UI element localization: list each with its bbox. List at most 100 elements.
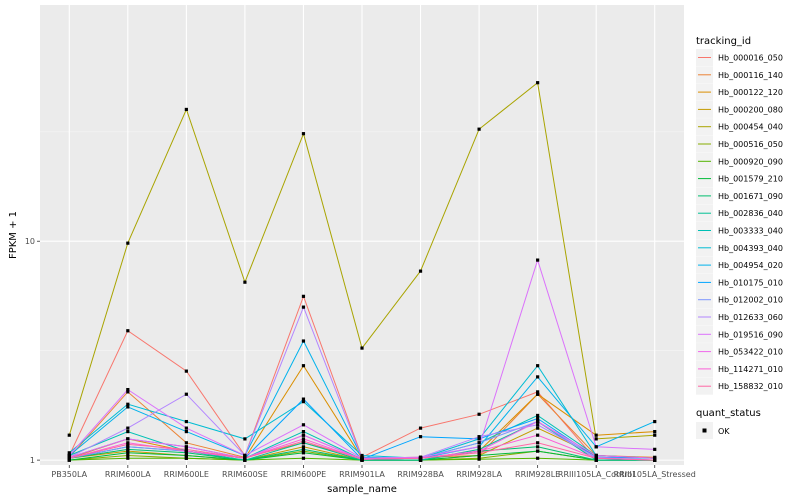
data-point xyxy=(536,364,540,368)
data-point xyxy=(126,390,130,394)
data-point xyxy=(126,445,130,449)
data-point xyxy=(301,451,306,455)
data-point xyxy=(184,426,188,430)
legend-label: Hb_053422_010 xyxy=(718,348,783,357)
data-point xyxy=(418,269,423,273)
x-tick-label: RRIM600LA xyxy=(105,470,151,479)
data-point xyxy=(653,419,657,424)
data-point xyxy=(477,457,481,461)
data-point xyxy=(653,456,657,460)
data-point xyxy=(126,453,130,458)
legend-label: Hb_158832_010 xyxy=(718,382,783,391)
data-point xyxy=(653,458,657,462)
x-tick-label: RRIM928BA xyxy=(397,470,444,479)
data-point xyxy=(301,339,306,343)
data-point xyxy=(477,441,481,445)
data-point xyxy=(536,423,540,427)
data-point xyxy=(301,449,306,453)
axis-layer: 1 10 PB350LA RRIM600LA RRIM600LE RRIM600SE RRI… xyxy=(25,237,696,479)
data-point xyxy=(126,329,130,333)
data-point xyxy=(301,400,306,404)
data-point xyxy=(418,456,423,460)
data-point xyxy=(301,437,306,441)
data-point xyxy=(243,458,247,462)
data-point xyxy=(594,437,598,441)
legend-label: Hb_000122_120 xyxy=(718,88,783,97)
x-tick-label: RRIM600LE xyxy=(164,470,209,479)
data-point xyxy=(301,456,306,460)
y-tick-label: 10 xyxy=(25,237,35,246)
x-tick-label: RRIM600SE xyxy=(222,470,268,479)
data-point xyxy=(477,127,481,131)
x-tick-label: RRIM901LA xyxy=(339,470,385,479)
data-point xyxy=(184,447,188,451)
data-point xyxy=(67,433,71,437)
data-point xyxy=(536,445,540,449)
x-tick-label: RRIM928LA xyxy=(456,470,502,479)
data-point xyxy=(360,453,364,458)
data-point xyxy=(536,456,540,460)
legend-label: Hb_012633_060 xyxy=(718,313,783,322)
data-point xyxy=(536,426,540,430)
quant-legend-point xyxy=(702,428,707,433)
data-point xyxy=(536,419,540,424)
data-point xyxy=(184,445,188,449)
data-point xyxy=(536,441,540,445)
data-point xyxy=(536,375,540,379)
data-point xyxy=(184,449,188,453)
data-point xyxy=(243,456,247,460)
legend-label: Hb_000516_050 xyxy=(718,140,783,149)
data-point xyxy=(477,445,481,449)
data-point xyxy=(184,456,188,460)
data-point xyxy=(67,453,71,458)
quant-legend-label: OK xyxy=(718,427,730,436)
data-point xyxy=(184,107,188,112)
data-point xyxy=(126,405,130,409)
data-point xyxy=(301,445,306,449)
x-tick-label: PB350LA xyxy=(51,470,87,479)
data-point xyxy=(536,81,540,85)
data-point xyxy=(184,441,188,445)
data-point xyxy=(418,426,423,430)
data-point xyxy=(126,442,130,446)
data-point xyxy=(126,451,130,455)
data-point xyxy=(184,369,188,373)
legend-label: Hb_002836_040 xyxy=(718,209,783,218)
legend-label: Hb_001671_090 xyxy=(718,192,783,201)
data-point xyxy=(126,387,130,392)
legend-label: Hb_012002_010 xyxy=(718,296,783,305)
x-axis-title: sample_name xyxy=(327,484,397,495)
legend-label: Hb_000920_090 xyxy=(718,157,783,166)
x-tick-label: RRIM928LE xyxy=(515,470,560,479)
data-point xyxy=(126,429,130,434)
data-point xyxy=(126,449,130,453)
data-point xyxy=(477,437,481,441)
data-point xyxy=(184,451,188,455)
data-point xyxy=(126,402,130,406)
data-point xyxy=(536,390,540,394)
data-point xyxy=(184,392,188,396)
data-point xyxy=(536,413,540,418)
data-point xyxy=(477,453,481,458)
quant-legend-title: quant_status xyxy=(696,408,761,419)
series-layer xyxy=(67,81,657,462)
data-point xyxy=(301,423,306,427)
legend: tracking_id quant_status OK Hb_000016_05… xyxy=(696,36,783,439)
data-point xyxy=(126,447,130,451)
data-point xyxy=(301,305,306,309)
data-point xyxy=(360,346,364,350)
data-point xyxy=(126,426,130,430)
data-point xyxy=(301,429,306,434)
data-point xyxy=(301,294,306,298)
data-point xyxy=(477,451,481,455)
legend-label: Hb_010175_010 xyxy=(718,278,783,287)
data-point xyxy=(536,392,540,396)
legend-label: Hb_000454_040 xyxy=(718,123,783,132)
data-point xyxy=(594,433,598,437)
data-point xyxy=(653,433,657,437)
data-point xyxy=(594,445,598,449)
data-point xyxy=(653,429,657,434)
data-point xyxy=(594,456,598,460)
data-point xyxy=(301,433,306,437)
data-point xyxy=(243,453,247,458)
